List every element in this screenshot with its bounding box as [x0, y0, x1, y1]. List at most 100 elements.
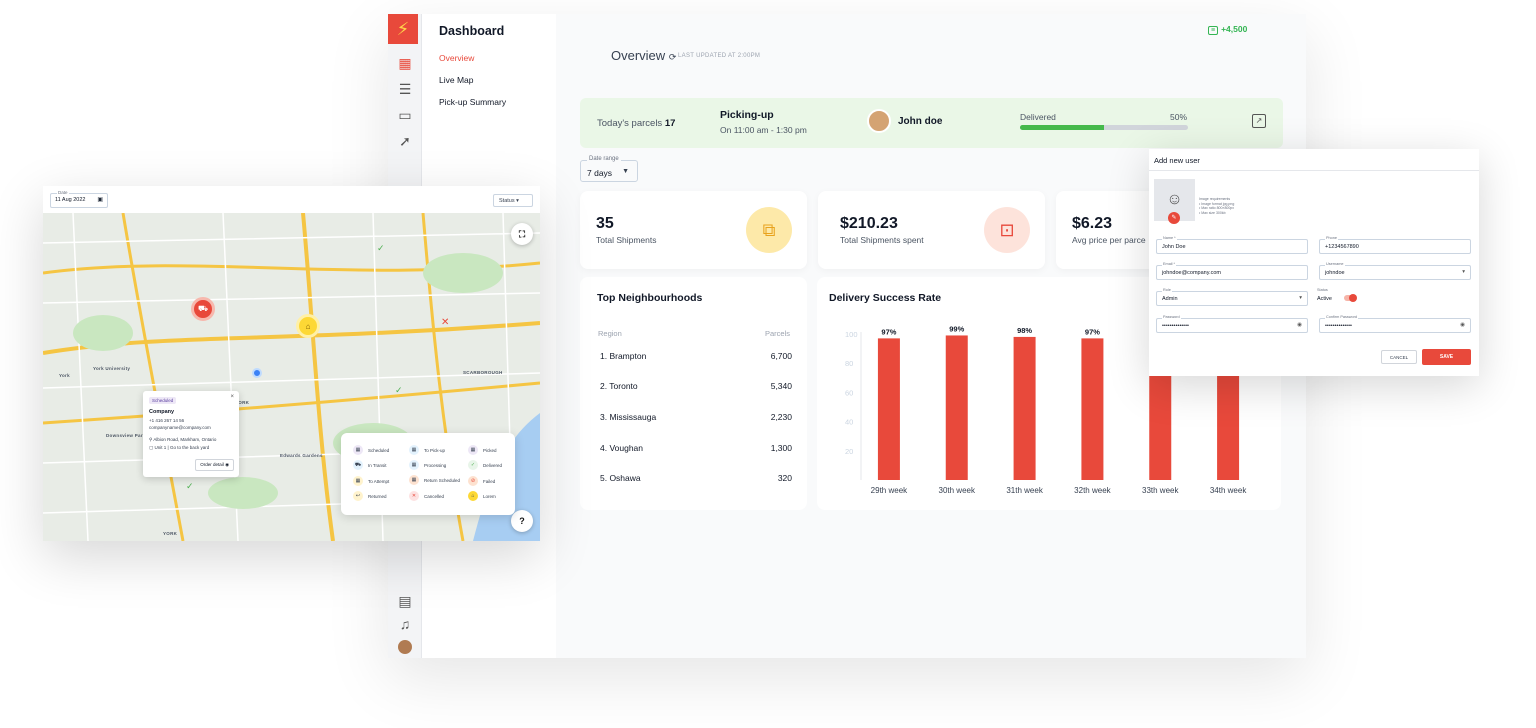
cancel-button[interactable]: CANCEL: [1381, 350, 1417, 364]
processing-icon: ▦: [409, 460, 419, 470]
warehouse-marker-icon[interactable]: ⌂: [296, 314, 320, 338]
highway: [121, 213, 185, 541]
picking-time: On 11:00 am - 1:30 pm: [720, 125, 807, 135]
fullscreen-icon[interactable]: ⛶: [511, 223, 533, 245]
calendar-icon: ▦: [353, 445, 363, 455]
grid-icon[interactable]: ▦: [398, 54, 412, 71]
stat-total-shipments: 35 Total Shipments ⧉: [580, 191, 807, 269]
confirm-password-field[interactable]: Confirm Password •••••••••••••• ◉: [1319, 315, 1471, 333]
parcels: 1,300: [770, 443, 792, 453]
nav-live-map[interactable]: Live Map: [439, 75, 474, 85]
legend-item: ✓ Delivered: [468, 460, 502, 470]
legend-item: ⌂ Lorem: [468, 491, 496, 501]
username-select[interactable]: Username johndoe ▾: [1319, 262, 1471, 280]
parcels: 5,340: [770, 381, 792, 391]
caret-down-icon: ▾: [1299, 295, 1302, 301]
rocket-icon[interactable]: ➚: [399, 132, 411, 149]
attempt-icon: ▦: [353, 476, 363, 486]
eye-icon[interactable]: ◉: [1460, 322, 1465, 328]
order-popup: Scheduled × Company +1 416 267 14 56 com…: [143, 391, 239, 477]
park: [73, 315, 133, 351]
stat-label: Avg price per parce: [1072, 235, 1146, 245]
truck-marker-icon[interactable]: ⛟: [191, 297, 215, 321]
table-row: 2. Toronto 5,340: [600, 381, 792, 391]
save-button[interactable]: SAVE: [1422, 349, 1471, 365]
date-range-label: Date range: [587, 156, 621, 162]
company-name: Company: [149, 409, 175, 415]
status-toggle[interactable]: [1344, 294, 1357, 302]
check-icon: ✓: [468, 460, 478, 470]
coins-badge[interactable]: ≡ +4,500: [1208, 24, 1247, 35]
picking-title: Picking-up: [720, 109, 774, 121]
date-range-select[interactable]: Date range 7 days ▼: [580, 156, 638, 182]
req-line: • Max size 300kb: [1199, 210, 1226, 215]
external-link-icon[interactable]: ↗: [1252, 114, 1266, 128]
chat-icon[interactable]: ▤: [398, 592, 412, 609]
list-icon[interactable]: ☰: [398, 80, 412, 97]
order-detail-button[interactable]: Order detail ◉: [195, 459, 234, 471]
returned-icon: ↩: [353, 491, 363, 501]
field-label: Email *: [1162, 262, 1177, 266]
map-label: YORK: [163, 531, 178, 536]
stat-label: Total Shipments spent: [840, 235, 924, 245]
todays-parcels: Today's parcels 17: [597, 118, 676, 129]
bolt-logo[interactable]: ⚡: [388, 14, 418, 44]
help-icon[interactable]: ?: [511, 510, 533, 532]
x-tick-label: 32th week: [1074, 486, 1111, 495]
close-icon[interactable]: ×: [230, 394, 234, 400]
region: 5. Oshawa: [600, 473, 641, 483]
req-line: • Image format jpg,png: [1199, 201, 1235, 206]
nav-overview[interactable]: Overview: [439, 53, 475, 63]
pencil-icon[interactable]: ✎: [1168, 212, 1180, 224]
status-select[interactable]: Status ▾: [493, 194, 533, 207]
table-row: 1. Brampton 6,700: [600, 351, 792, 361]
caret-down-icon: ▾: [1462, 269, 1465, 275]
email-field[interactable]: Email * johndoe@company.com: [1156, 262, 1308, 280]
legend-item: ✕ Cancelled: [409, 491, 444, 501]
table-row: 3. Mississauga 2,230: [600, 412, 792, 422]
card-icon[interactable]: ▭: [398, 106, 412, 123]
divider: [1149, 170, 1479, 171]
name-field[interactable]: Name * John Doe: [1156, 236, 1308, 254]
company-phone: +1 416 267 14 56: [149, 418, 185, 423]
user-placeholder-icon[interactable]: ☺: [1154, 179, 1195, 221]
x-tick-label: 34th week: [1210, 486, 1247, 495]
bell-icon[interactable]: ♫: [399, 616, 411, 632]
avatar-icon[interactable]: [388, 634, 422, 660]
req-line: Image requirements: [1199, 197, 1231, 201]
transit-icon: ⛟: [353, 460, 363, 470]
cancelled-marker-icon[interactable]: ✕: [441, 317, 450, 328]
last-updated: LAST UPDATED AT 2:00PM: [678, 53, 761, 59]
field-label: Username: [1325, 262, 1345, 266]
field-value: ••••••••••••••: [1325, 323, 1352, 329]
pickup-banner: Today's parcels 17 Picking-up On 11:00 a…: [580, 98, 1283, 148]
field-label: Confirm Password: [1325, 315, 1359, 319]
map-label: Edwards Gardens: [280, 453, 323, 458]
field-label: Phone: [1325, 236, 1338, 240]
y-tick-label: 20: [845, 447, 853, 456]
role-select[interactable]: Role Admin ▾: [1156, 288, 1308, 306]
map-canvas[interactable]: York University York Downsview Park Edwa…: [43, 213, 540, 541]
col-parcels: Parcels: [764, 329, 790, 338]
dialog-title: Add new user: [1154, 156, 1200, 165]
bar: [1081, 338, 1104, 480]
calendar-icon[interactable]: ▣: [97, 197, 103, 203]
bar: [877, 338, 900, 480]
password-field[interactable]: Password •••••••••••••• ◉: [1156, 315, 1308, 333]
date-picker[interactable]: Date 11 Aug 2022 ▣: [50, 190, 108, 208]
status-label: Status: [499, 198, 515, 204]
x-tick-label: 30th week: [939, 486, 976, 495]
delivered-marker-icon[interactable]: ✓: [186, 481, 194, 491]
chart-title: Delivery Success Rate: [829, 292, 942, 304]
delivered-marker-icon[interactable]: ✓: [395, 385, 403, 395]
y-tick-label: 80: [845, 359, 853, 368]
nav-pickup-summary[interactable]: Pick-up Summary: [439, 97, 507, 107]
legend-item: ▦ To Pick-up: [409, 445, 445, 455]
phone-field[interactable]: Phone +1234567890: [1319, 236, 1471, 254]
map-legend: ▦ Scheduled ▦ To Pick-up ▦ Picked ⛟ In Trans…: [341, 433, 515, 515]
delivered-marker-icon[interactable]: ✓: [377, 243, 385, 253]
return-icon: ▦: [409, 475, 419, 485]
map-label: York University: [93, 366, 131, 371]
eye-icon[interactable]: ◉: [1297, 322, 1302, 328]
